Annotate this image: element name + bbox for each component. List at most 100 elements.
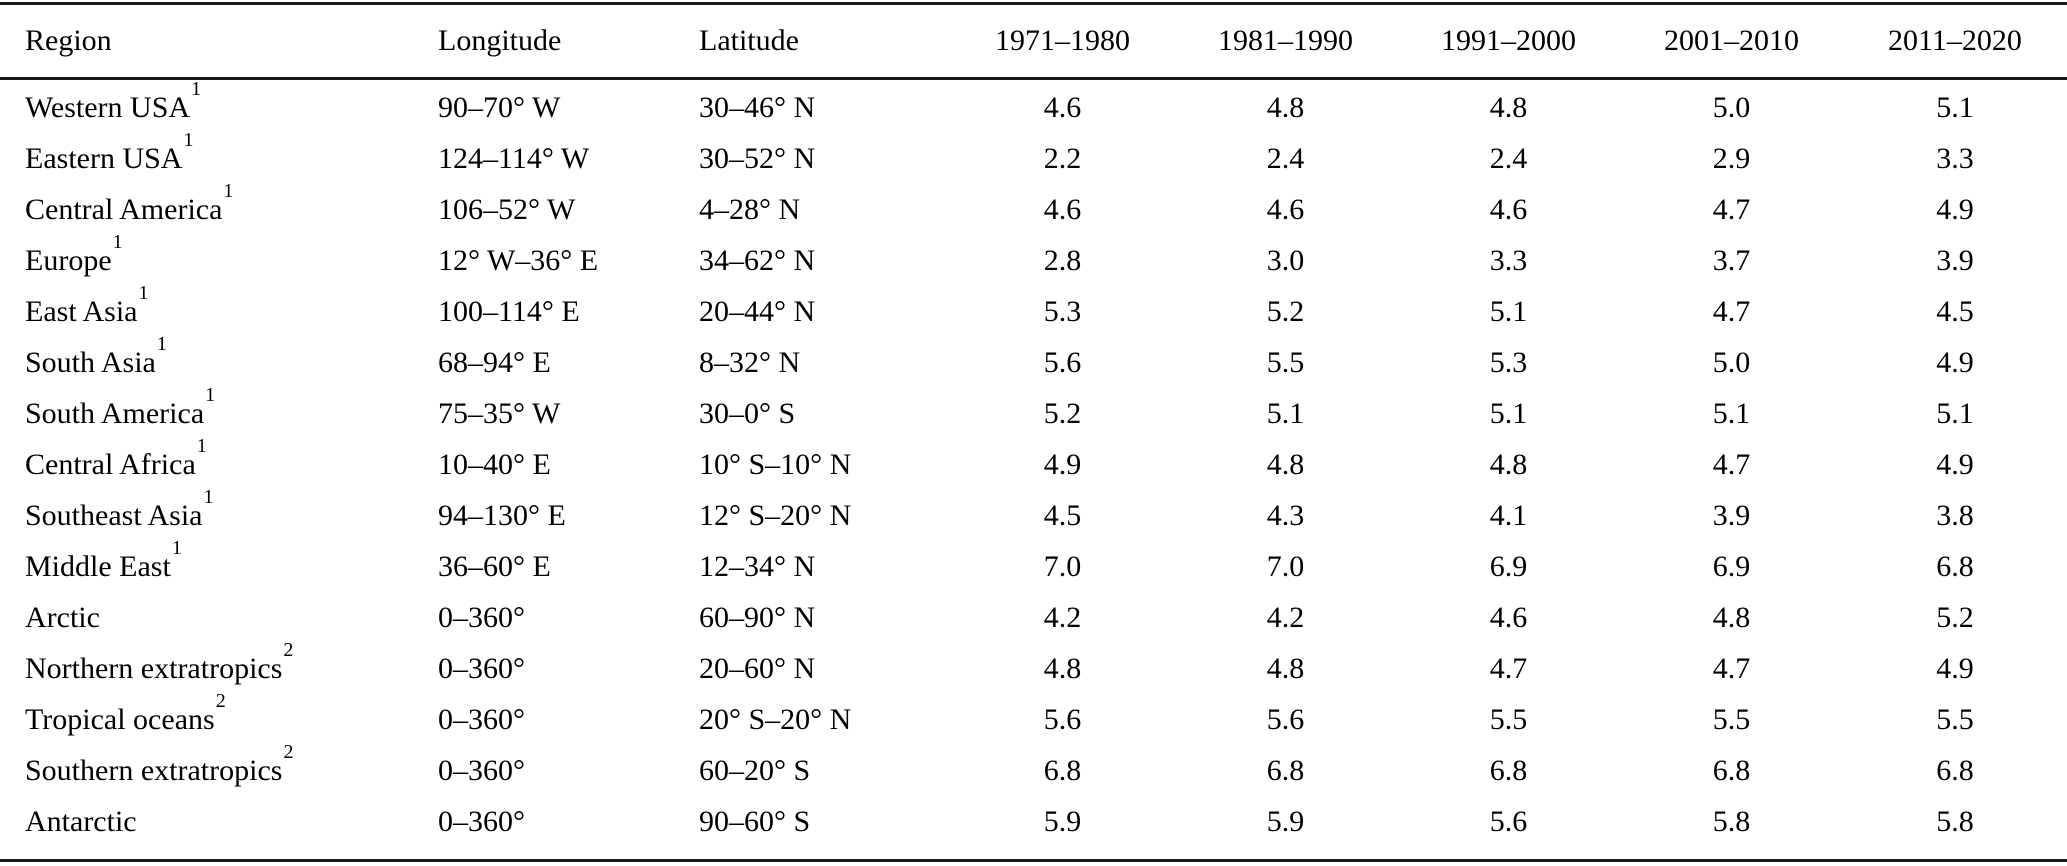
latitude-cell: 12° S–20° N <box>699 498 852 532</box>
header-row: Region Longitude Latitude 1971–1980 1981… <box>0 3 2067 80</box>
latitude-cell: 34–62° N <box>699 243 816 277</box>
decade-value-cell: 4.3 <box>1266 498 1305 532</box>
region-name: Northern extratropics <box>25 651 283 685</box>
decade-value-cell: 5.1 <box>1266 396 1305 430</box>
table-row: Central Africa1 10–40° E 10° S–10° N 4.9 4.8… <box>0 436 2067 490</box>
longitude-cell: 68–94° E <box>438 345 551 379</box>
region-name: Arctic <box>25 600 100 634</box>
decade-value-cell: 5.8 <box>1936 804 1974 838</box>
decade-value-cell: 5.3 <box>1489 345 1528 379</box>
decade-value-cell: 5.1 <box>1489 294 1528 328</box>
region-cell: Europe1 <box>0 232 438 286</box>
longitude-cell: 106–52° W <box>438 192 576 226</box>
decade-value-cell: 2.4 <box>1489 141 1528 175</box>
table-row: Antarctic 0–360° 90–60° S 5.9 5.9 5.6 5.8 5.8 <box>0 796 2067 861</box>
decade-value-cell: 6.9 <box>1712 549 1751 583</box>
decade-value-cell: 5.0 <box>1712 345 1751 379</box>
latitude-cell: 30–46° N <box>699 90 816 124</box>
longitude-cell: 0–360° <box>438 804 525 838</box>
footnote-marker: 1 <box>196 434 207 457</box>
footnote-marker: 1 <box>205 383 216 406</box>
region-name: Central Africa <box>25 447 196 481</box>
decade-value-cell: 3.0 <box>1266 243 1305 277</box>
decade-value-cell: 4.9 <box>1936 345 1974 379</box>
table-row: Western USA1 90–70° W 30–46° N 4.6 4.8 4.8 5.0… <box>0 79 2067 134</box>
col-header-2001-2010: 2001–2010 <box>1620 3 1843 80</box>
decade-value-cell: 4.9 <box>1936 447 1974 481</box>
decade-value-cell: 4.8 <box>1266 651 1305 685</box>
table-row: Central America1 106–52° W 4–28° N 4.6 4.6 4.… <box>0 181 2067 235</box>
region-cell: Middle East1 <box>0 538 438 592</box>
decade-value-cell: 4.7 <box>1712 294 1751 328</box>
table-row: South Asia1 68–94° E 8–32° N 5.6 5.5 5.3 5.0 4.… <box>0 334 2067 388</box>
table-row: Northern extratropics2 0–360° 20–60° N 4.8 4… <box>0 640 2067 694</box>
longitude-cell: 0–360° <box>438 600 525 634</box>
decade-value-cell: 5.6 <box>1489 804 1528 838</box>
region-cell: Southern extratropics2 <box>0 742 438 796</box>
latitude-cell: 4–28° N <box>699 192 801 226</box>
decade-value-cell: 5.5 <box>1266 345 1305 379</box>
decade-value-cell: 3.8 <box>1936 498 1974 532</box>
longitude-cell: 36–60° E <box>438 549 551 583</box>
region-cell: Northern extratropics2 <box>0 640 438 694</box>
col-header-region: Region <box>0 3 438 80</box>
decade-value-cell: 2.4 <box>1266 141 1305 175</box>
decade-value-cell: 5.5 <box>1712 702 1751 736</box>
decade-value-cell: 3.9 <box>1712 498 1751 532</box>
decade-value-cell: 5.6 <box>1043 345 1082 379</box>
decade-value-cell: 5.0 <box>1712 90 1751 124</box>
decade-value-cell: 5.2 <box>1266 294 1305 328</box>
longitude-cell: 0–360° <box>438 753 525 787</box>
decade-value-cell: 5.1 <box>1936 396 1974 430</box>
footnote-marker: 1 <box>171 536 182 559</box>
decade-value-cell: 4.9 <box>1043 447 1082 481</box>
col-header-longitude: Longitude <box>438 3 699 80</box>
decade-value-cell: 5.5 <box>1489 702 1528 736</box>
longitude-cell: 100–114° E <box>438 294 580 328</box>
table-row: Tropical oceans2 0–360° 20° S–20° N 5.6 5.6 5… <box>0 691 2067 745</box>
decade-value-cell: 4.6 <box>1489 192 1528 226</box>
decade-value-cell: 5.9 <box>1266 804 1305 838</box>
decade-value-cell: 6.8 <box>1936 753 1974 787</box>
decade-value-cell: 7.0 <box>1266 549 1305 583</box>
decade-value-cell: 5.8 <box>1712 804 1751 838</box>
table-row: Arctic 0–360° 60–90° N 4.2 4.2 4.6 4.8 5.2 <box>0 592 2067 643</box>
col-header-1991-2000: 1991–2000 <box>1397 3 1620 80</box>
footnote-marker: 1 <box>112 230 123 253</box>
region-cell: Tropical oceans2 <box>0 691 438 745</box>
footnote-marker: 1 <box>191 77 202 100</box>
region-cell: Arctic <box>0 592 438 643</box>
region-cell: Central America1 <box>0 181 438 235</box>
decade-value-cell: 6.8 <box>1936 549 1974 583</box>
col-header-2011-2020: 2011–2020 <box>1843 3 2067 80</box>
region-cell: East Asia1 <box>0 283 438 337</box>
decade-value-cell: 4.1 <box>1489 498 1528 532</box>
decade-value-cell: 6.8 <box>1266 753 1305 787</box>
region-name: Antarctic <box>25 804 137 838</box>
longitude-cell: 0–360° <box>438 651 525 685</box>
region-cell: Central Africa1 <box>0 436 438 490</box>
region-name: Southern extratropics <box>25 753 283 787</box>
decade-value-cell: 2.8 <box>1043 243 1082 277</box>
footnote-marker: 1 <box>183 128 194 151</box>
region-name: South Asia <box>25 345 156 379</box>
decade-value-cell: 5.3 <box>1043 294 1082 328</box>
table-row: Middle East1 36–60° E 12–34° N 7.0 7.0 6.9 6.9… <box>0 538 2067 592</box>
latitude-cell: 30–0° S <box>699 396 796 430</box>
region-cell: Eastern USA1 <box>0 130 438 184</box>
decade-value-cell: 5.2 <box>1936 600 1974 634</box>
decade-value-cell: 4.9 <box>1936 192 1974 226</box>
region-name: Central America <box>25 192 223 226</box>
decade-value-cell: 4.6 <box>1043 192 1082 226</box>
region-cell: Antarctic <box>0 796 438 861</box>
region-name: Western USA <box>25 90 191 124</box>
longitude-cell: 75–35° W <box>438 396 561 430</box>
decade-value-cell: 3.3 <box>1489 243 1528 277</box>
table-row: South America1 75–35° W 30–0° S 5.2 5.1 5.1 5.… <box>0 385 2067 439</box>
latitude-cell: 30–52° N <box>699 141 816 175</box>
decade-value-cell: 5.1 <box>1712 396 1751 430</box>
latitude-cell: 8–32° N <box>699 345 801 379</box>
decade-value-cell: 2.2 <box>1043 141 1082 175</box>
longitude-cell: 90–70° W <box>438 90 561 124</box>
